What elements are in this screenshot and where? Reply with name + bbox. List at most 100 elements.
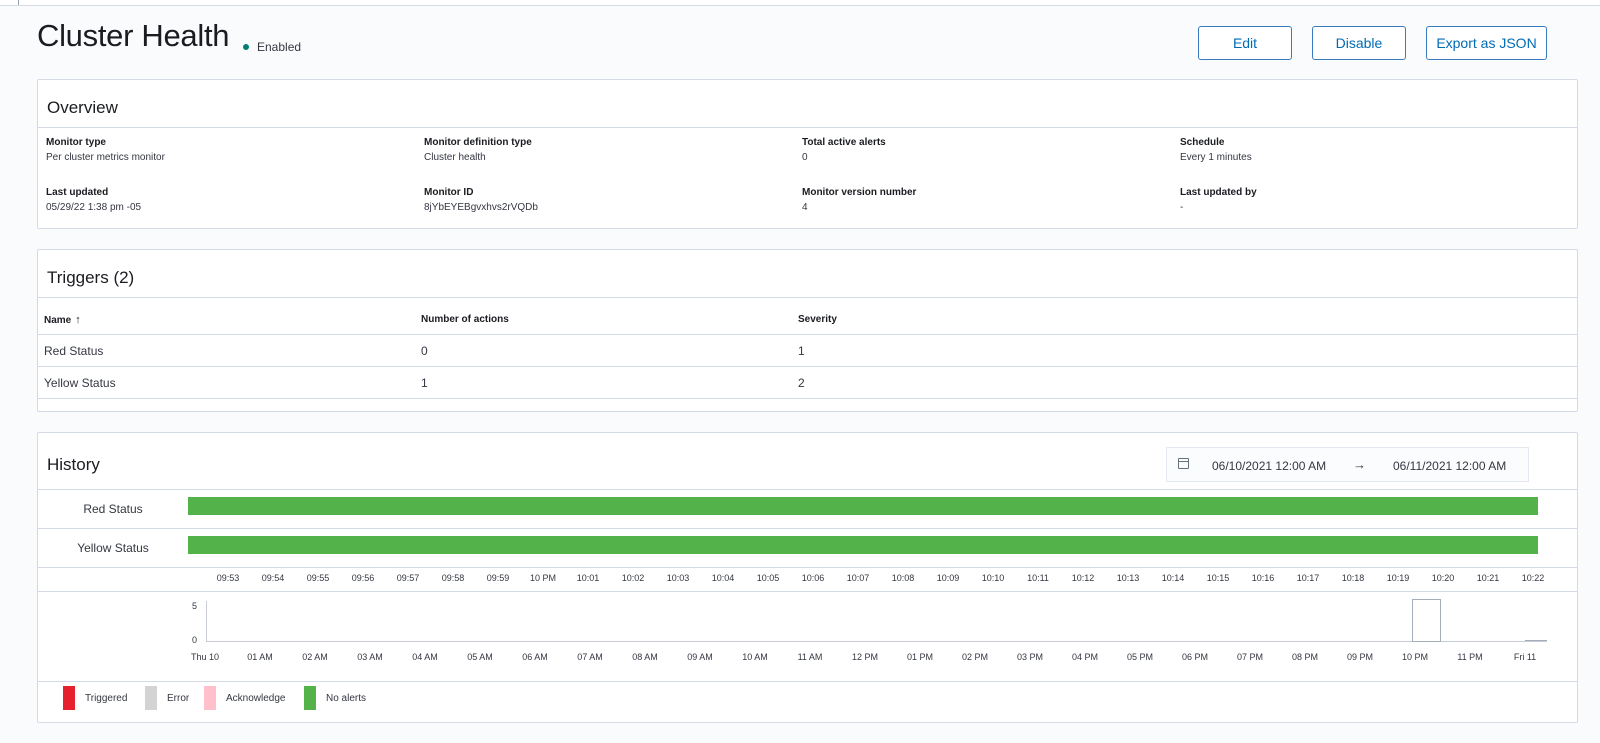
timeline-tick-label: 10:17 (1296, 573, 1320, 583)
overview-tick-label: 08 PM (1291, 652, 1319, 662)
overview-tick-label: 10 AM (742, 652, 768, 662)
overview-panel: Overview Monitor type Per cluster metric… (37, 79, 1578, 229)
brush-handle[interactable] (1525, 640, 1547, 641)
timeline-tick-label: 10:09 (936, 573, 960, 583)
timeline-tick-label: 10:21 (1476, 573, 1500, 583)
timeline-tick-label: 10:10 (981, 573, 1005, 583)
history-panel: History 06/10/2021 12:00 AM → 06/11/2021… (37, 432, 1578, 723)
timeline-tick-label: 10:14 (1161, 573, 1185, 583)
overview-title: Overview (47, 98, 118, 117)
trigger-actions: 1 (421, 376, 428, 390)
timeline-tick-label: 09:57 (396, 573, 420, 583)
timeline-tick-label: 09:59 (486, 573, 510, 583)
status-dot-icon (243, 44, 249, 50)
legend-swatch (145, 686, 157, 710)
field-label: Last updated by (1180, 187, 1257, 198)
field-label: Monitor type (46, 137, 106, 148)
legend-acknowledge: Acknowledge (204, 686, 285, 710)
table-divider (38, 334, 1577, 335)
timeline-row-label: Red Status (83, 502, 143, 516)
edit-button[interactable]: Edit (1198, 26, 1292, 60)
timeline-tick-label: 10:19 (1386, 573, 1410, 583)
overview-tick-label: 07 PM (1236, 652, 1264, 662)
timeline-tick-label: 10 PM (529, 573, 557, 583)
field-value: Cluster health (424, 152, 486, 163)
timeline-tick-label: 10:05 (756, 573, 780, 583)
timeline-tick-label: 10:12 (1071, 573, 1095, 583)
legend-swatch (304, 686, 316, 710)
column-header-actions[interactable]: Number of actions (421, 314, 509, 325)
timeline-bar-no-alerts[interactable] (188, 497, 1538, 515)
overview-tick-label: 02 PM (961, 652, 989, 662)
field-value: - (1180, 202, 1184, 213)
field-label: Last updated (46, 187, 109, 198)
column-header-name-label: Name (44, 315, 72, 326)
field-value: Per cluster metrics monitor (46, 152, 165, 163)
date-range-picker[interactable]: 06/10/2021 12:00 AM → 06/11/2021 12:00 A… (1166, 447, 1529, 482)
trigger-name: Red Status (44, 344, 104, 358)
overview-chart-divider (38, 591, 1577, 592)
timeline-tick-label: 10:16 (1251, 573, 1275, 583)
status-badge: Enabled (243, 40, 301, 54)
timeline-bar-no-alerts[interactable] (188, 536, 1538, 554)
y-axis-line (206, 601, 207, 642)
timeline-tick-label: 10:06 (801, 573, 825, 583)
overview-tick-label: 09 PM (1346, 652, 1374, 662)
field-label: Monitor version number (802, 187, 917, 198)
triggers-divider (38, 297, 1577, 298)
triggers-panel: Triggers (2) Name ↑ Number of actions Sev… (37, 249, 1578, 412)
field-value: Every 1 minutes (1180, 152, 1252, 163)
table-divider (38, 398, 1577, 399)
x-axis-line (206, 641, 1547, 642)
disable-button[interactable]: Disable (1312, 26, 1406, 60)
overview-tick-label: 06 PM (1181, 652, 1209, 662)
overview-divider (38, 127, 1577, 128)
overview-tick-label: 01 AM (247, 652, 273, 662)
field-label: Monitor ID (424, 187, 474, 198)
overview-tick-label: 04 PM (1071, 652, 1099, 662)
start-date[interactable]: 06/10/2021 12:00 AM (1212, 459, 1327, 473)
timeline-tick-label: 09:53 (216, 573, 240, 583)
history-divider (38, 489, 1577, 490)
trigger-actions: 0 (421, 344, 428, 358)
timeline-tick-label: 09:55 (306, 573, 330, 583)
field-value: 0 (802, 152, 808, 163)
timeline-tick-label: 10:07 (846, 573, 870, 583)
overview-tick-label: 01 PM (906, 652, 934, 662)
y-tick-label: 0 (192, 635, 198, 645)
timeline-tick-label: 09:58 (441, 573, 465, 583)
overview-tick-label: 08 AM (632, 652, 658, 662)
overview-tick-label: 05 PM (1126, 652, 1154, 662)
sort-ascending-icon[interactable]: ↑ (75, 314, 81, 326)
overview-tick-label: 03 AM (357, 652, 383, 662)
field-value: 8jYbEYEBgvxhvs2rVQDb (424, 202, 538, 213)
field-value: 4 (802, 202, 808, 213)
triggers-title: Triggers (2) (47, 268, 135, 287)
legend-label: Error (167, 692, 190, 704)
timeline-tick-label: 10:20 (1431, 573, 1455, 583)
column-header-name[interactable]: Name ↑ (44, 314, 81, 326)
legend-no-alerts: No alerts (304, 686, 366, 710)
field-label: Monitor definition type (424, 137, 532, 148)
y-tick-label: 5 (192, 601, 198, 611)
legend-label: No alerts (326, 692, 367, 704)
export-json-button[interactable]: Export as JSON (1426, 26, 1547, 60)
timeline-divider (38, 567, 1577, 568)
overview-tick-label: 12 PM (851, 652, 879, 662)
timeline-tick-label: 10:13 (1116, 573, 1140, 583)
top-bar-tick (18, 0, 19, 5)
legend-swatch (63, 686, 75, 710)
timeline-tick-label: 10:08 (891, 573, 915, 583)
page-title: Cluster Health (37, 18, 230, 53)
trigger-severity: 2 (798, 376, 805, 390)
overview-tick-label: 10 PM (1401, 652, 1429, 662)
timeline-divider (38, 528, 1577, 529)
calendar-icon (1178, 458, 1189, 469)
top-bar (0, 0, 1600, 6)
legend-label: Acknowledge (226, 692, 286, 704)
brush-window[interactable] (1412, 599, 1441, 642)
overview-tick-label: Thu 10 (190, 652, 220, 662)
column-header-severity[interactable]: Severity (798, 314, 837, 325)
timeline-row-label: Yellow Status (77, 541, 149, 555)
end-date[interactable]: 06/11/2021 12:00 AM (1393, 459, 1507, 473)
